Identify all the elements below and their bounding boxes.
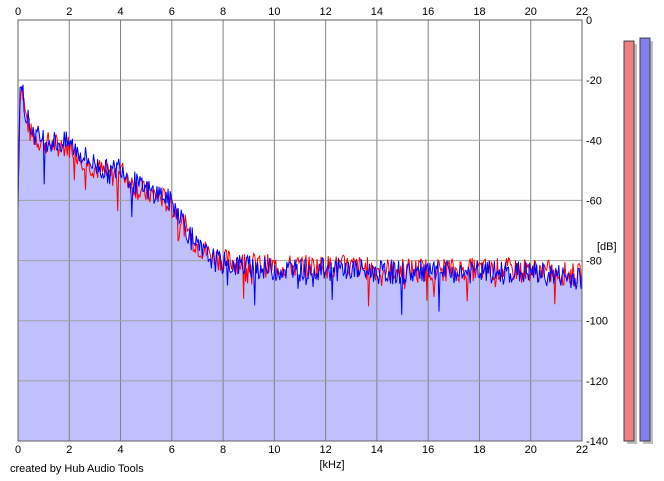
x-tick-label-top: 6	[169, 6, 175, 18]
x-tick-label-bottom: 8	[220, 444, 226, 456]
level-meters	[623, 37, 653, 445]
x-tick-label-bottom: 2	[66, 444, 72, 456]
x-axis-unit-label: [kHz]	[319, 459, 344, 471]
x-tick-label-top: 22	[576, 6, 588, 18]
x-tick-label-bottom: 18	[473, 444, 485, 456]
plot-area	[17, 19, 583, 442]
x-tick-label-bottom: 4	[117, 444, 123, 456]
x-tick-label-bottom: 22	[576, 444, 588, 456]
y-tick-label: -40	[586, 135, 602, 147]
plot-frame	[17, 19, 583, 442]
x-tick-label-bottom: 16	[422, 444, 434, 456]
x-tick-label-top: 10	[268, 6, 280, 18]
y-tick-label: -80	[586, 256, 602, 268]
series-line-blue	[17, 84, 583, 315]
spectrum-area-fill	[18, 84, 582, 441]
x-tick-label-bottom: 6	[169, 444, 175, 456]
x-tick-label-top: 0	[15, 6, 21, 18]
x-tick-label-top: 14	[371, 6, 383, 18]
x-tick-label-top: 8	[220, 6, 226, 18]
x-tick-label-top: 2	[66, 6, 72, 18]
x-tick-label-top: 4	[117, 6, 123, 18]
x-tick-label-top: 16	[422, 6, 434, 18]
x-tick-label-top: 12	[320, 6, 332, 18]
x-tick-label-top: 20	[525, 6, 537, 18]
x-tick-label-bottom: 20	[525, 444, 537, 456]
x-tick-label-bottom: 0	[15, 444, 21, 456]
y-tick-label: -20	[586, 75, 602, 87]
y-tick-label: -100	[586, 316, 608, 328]
y-tick-label: 0	[586, 15, 592, 27]
level-bar	[623, 40, 635, 442]
y-tick-label: -120	[586, 376, 608, 388]
y-axis-unit-label: [dB]	[597, 241, 617, 253]
x-tick-label-bottom: 12	[320, 444, 332, 456]
level-bar	[639, 37, 651, 442]
y-tick-label: -140	[586, 436, 608, 448]
y-tick-label: -60	[586, 195, 602, 207]
x-tick-label-bottom: 14	[371, 444, 383, 456]
credit-caption: created by Hub Audio Tools	[10, 463, 144, 475]
y-axis-ticks: 0 -20 -40 -60 -80 -100 -120 -140	[586, 15, 608, 448]
x-tick-label-top: 18	[473, 6, 485, 18]
x-tick-label-bottom: 10	[268, 444, 280, 456]
